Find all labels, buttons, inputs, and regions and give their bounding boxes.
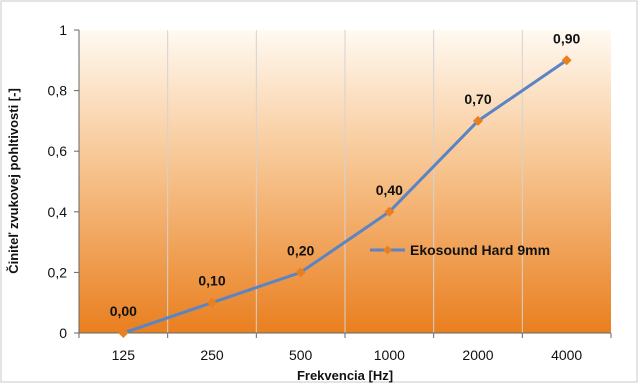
y-tick-label: 1 (59, 22, 67, 38)
data-label: 0,00 (110, 303, 137, 319)
y-tick-label: 0,8 (48, 83, 68, 99)
data-marker (473, 115, 483, 126)
data-marker (561, 55, 572, 66)
axes (74, 29, 612, 338)
data-label: 0,70 (464, 91, 491, 107)
data-markers (118, 55, 572, 338)
series-line (122, 59, 568, 335)
x-axis-title: Frekvencia [Hz] (297, 368, 393, 383)
y-axis-title: Činiteľ zvukovej pohltivosti [-] (6, 88, 21, 274)
legend: Ekosound Hard 9mm (370, 242, 550, 258)
x-tick-label: 2000 (462, 347, 493, 363)
x-tick-label: 125 (112, 347, 136, 363)
data-marker (118, 328, 129, 338)
data-marker (207, 297, 217, 308)
data-marker (384, 206, 395, 217)
data-label: 0,90 (553, 30, 580, 46)
y-tick-label: 0 (59, 325, 67, 341)
x-tick-label: 1000 (374, 347, 405, 363)
data-label: 0,20 (287, 242, 314, 258)
y-tick-label: 0,2 (48, 264, 68, 280)
legend-label: Ekosound Hard 9mm (410, 242, 550, 258)
data-marker (295, 267, 306, 278)
data-label: 0,40 (376, 182, 403, 198)
x-tick-label: 500 (289, 347, 313, 363)
y-tick-label: 0,4 (48, 204, 68, 220)
data-labels: 0,00 0,10 0,20 0,40 0,70 0,90 (110, 30, 581, 319)
y-tick-labels: 0 0,2 0,4 0,6 0,8 1 (48, 22, 68, 341)
x-tick-label: 250 (200, 347, 224, 363)
x-tick-label: 4000 (551, 347, 582, 363)
y-tick-label: 0,6 (48, 143, 68, 159)
grid-lines (167, 30, 523, 333)
x-tick-labels: 125 250 500 1000 2000 4000 (112, 347, 583, 363)
series-line-group (122, 59, 568, 335)
data-label: 0,10 (198, 273, 225, 289)
legend-marker (383, 245, 392, 255)
